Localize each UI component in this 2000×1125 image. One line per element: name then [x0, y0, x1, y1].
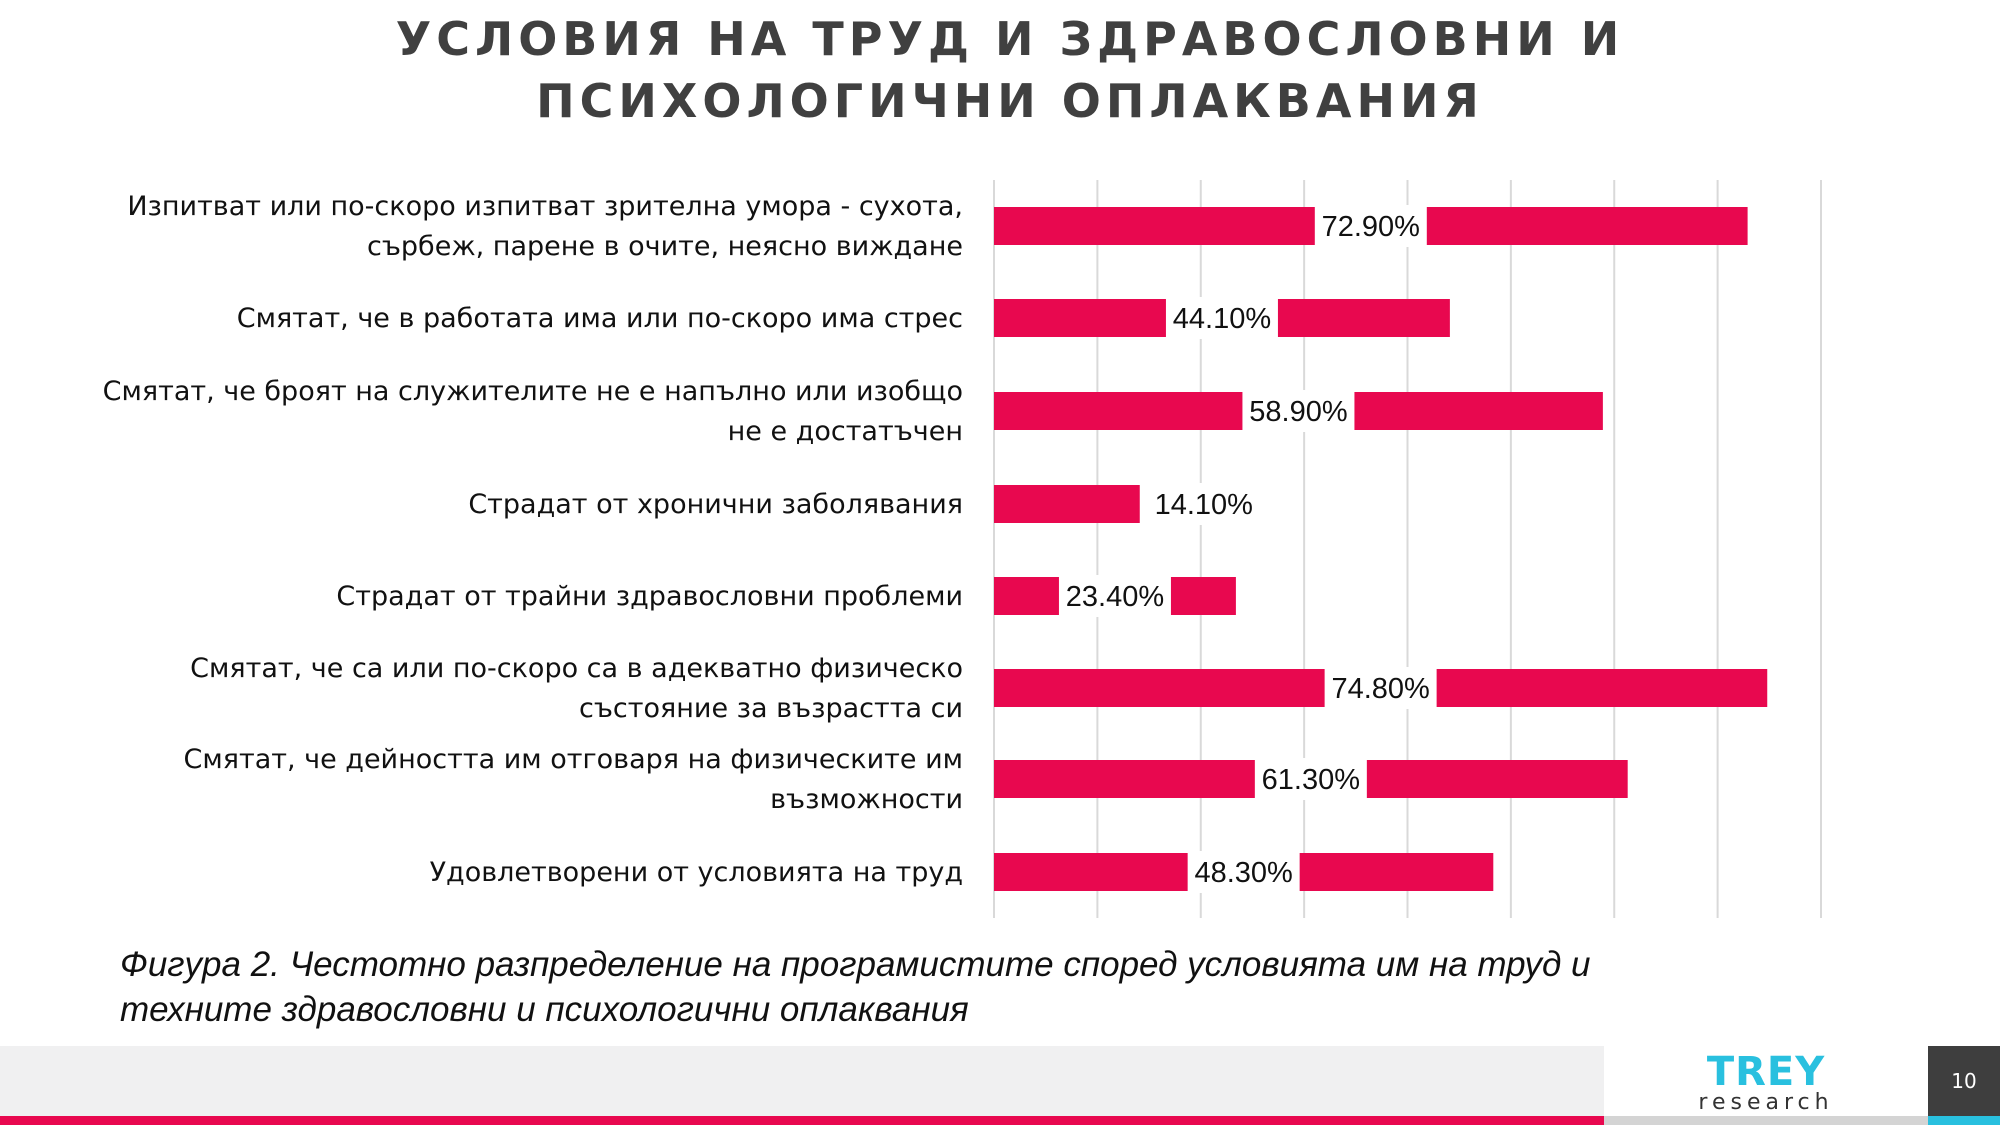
category-label: Смятат, че в работата има или по-скоро и…: [237, 303, 963, 334]
figure-caption: Фигура 2. Честотно разпределение на прог…: [120, 942, 1820, 1032]
data-label: 72.90%: [1322, 211, 1420, 243]
category-label: Смятат, че дейността им отговаря на физи…: [184, 744, 964, 775]
caption-line-1: Фигура 2. Честотно разпределение на прог…: [120, 945, 1591, 984]
category-label: състояние за възрастта си: [579, 693, 963, 724]
footer-band: [0, 1046, 1604, 1116]
category-label: Страдат от трайни здравословни проблеми: [336, 581, 963, 612]
data-label-background: [1324, 667, 1437, 709]
caption-line-2: техните здравословни и психологични опла…: [120, 990, 969, 1029]
data-label-background: [1147, 483, 1260, 525]
data-label-background: [1254, 758, 1367, 800]
page-number: 10: [1928, 1046, 2000, 1116]
category-label: Смятат, че са или по-скоро са в адекватн…: [190, 653, 963, 684]
title-line-1: УСЛОВИЯ НА ТРУД И ЗДРАВОСЛОВНИ И: [395, 12, 1625, 66]
footer-cyan-strip: [1928, 1116, 2000, 1125]
data-label: 14.10%: [1155, 489, 1253, 521]
data-label-background: [1187, 851, 1300, 893]
data-label: 23.40%: [1066, 581, 1164, 613]
category-label: Смятат, че броят на служителите не е нап…: [103, 376, 963, 407]
title-line-2: ПСИХОЛОГИЧНИ ОПЛАКВАНИЯ: [536, 74, 1484, 128]
data-label-background: [1058, 575, 1171, 617]
category-label: сърбеж, парене в очите, неясно виждане: [367, 231, 963, 262]
data-label: 44.10%: [1173, 303, 1271, 335]
footer-gray-strip: [1604, 1116, 1928, 1125]
data-label: 74.80%: [1331, 673, 1429, 705]
bar-chart: Изпитват или по-скоро изпитват зрителна …: [103, 180, 1822, 918]
bar: [994, 485, 1140, 523]
trey-research-logo: TREY research: [1604, 1046, 1928, 1116]
data-label: 48.30%: [1194, 857, 1292, 889]
category-label: Удовлетворени от условията на труд: [430, 857, 963, 888]
data-label-background: [1314, 205, 1427, 247]
slide-title: УСЛОВИЯ НА ТРУД И ЗДРАВОСЛОВНИ И ПСИХОЛО…: [0, 8, 2000, 132]
logo-sub-text: research: [1698, 1090, 1834, 1115]
category-label: Изпитват или по-скоро изпитват зрителна …: [127, 191, 963, 222]
data-label-background: [1165, 297, 1278, 339]
category-label: възможности: [770, 784, 963, 815]
data-label-background: [1242, 390, 1355, 432]
category-label: не е достатъчен: [728, 416, 963, 447]
data-label: 58.90%: [1249, 396, 1347, 428]
category-label: Страдат от хронични заболявания: [468, 489, 963, 520]
data-label: 61.30%: [1262, 764, 1360, 796]
footer-accent-strip: [0, 1116, 1604, 1125]
logo-main-text: TREY: [1706, 1049, 1826, 1095]
